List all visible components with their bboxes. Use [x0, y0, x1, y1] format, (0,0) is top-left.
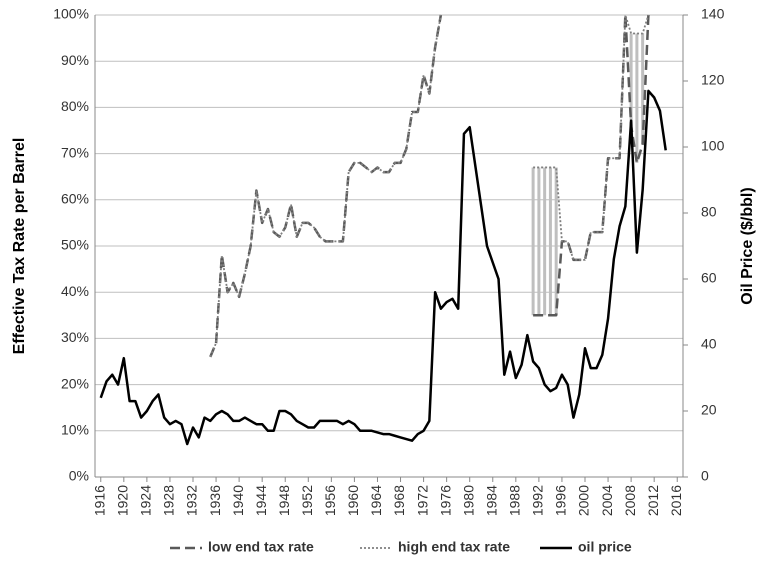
x-tick-label: 1920	[115, 485, 131, 516]
x-tick-label: 1936	[207, 485, 223, 516]
y-tick-label: 50%	[61, 237, 89, 253]
x-tick-label: 1992	[530, 485, 546, 516]
x-tick-label: 1980	[460, 485, 476, 516]
x-tick-label: 1964	[368, 485, 384, 516]
y-tick-label: 20%	[61, 375, 89, 391]
x-tick-label: 1976	[437, 485, 453, 516]
y-tick-label: 100%	[53, 6, 89, 22]
series-line	[209, 14, 650, 358]
x-tick-label: 1944	[253, 485, 269, 516]
y-axis-title: Effective Tax Rate per Barrel	[11, 138, 28, 355]
y2-tick-label: 100	[701, 138, 725, 154]
x-tick-label: 1984	[483, 485, 499, 516]
x-tick-label: 2000	[576, 485, 592, 516]
y-tick-label: 10%	[61, 422, 89, 438]
x-tick-label: 1948	[276, 485, 292, 516]
y-tick-label: 0%	[69, 468, 89, 484]
y-tick-label: 60%	[61, 191, 89, 207]
x-tick-label: 2008	[622, 485, 638, 516]
legend-label: low end tax rate	[208, 539, 314, 555]
x-tick-label: 1924	[138, 485, 154, 516]
x-tick-label: 1940	[230, 485, 246, 516]
y2-tick-label: 60	[701, 270, 717, 286]
x-tick-label: 1988	[507, 485, 523, 516]
y-tick-label: 70%	[61, 144, 89, 160]
y2-tick-label: 20	[701, 402, 717, 418]
x-tick-label: 1916	[91, 485, 107, 516]
y-tick-label: 30%	[61, 329, 89, 345]
x-tick-label: 1952	[299, 485, 315, 516]
x-tick-label: 1932	[184, 485, 200, 516]
x-tick-label: 1928	[161, 485, 177, 516]
legend-label: high end tax rate	[398, 539, 510, 555]
x-tick-label: 1968	[391, 485, 407, 516]
y-tick-label: 40%	[61, 283, 89, 299]
y2-tick-label: 40	[701, 336, 717, 352]
y2-tick-label: 120	[701, 72, 725, 88]
x-tick-label: 1956	[322, 485, 338, 516]
y2-axis-title: Oil Price ($/bbl)	[739, 187, 756, 304]
y-tick-label: 90%	[61, 52, 89, 68]
y2-tick-label: 80	[701, 204, 717, 220]
x-tick-label: 1960	[345, 485, 361, 516]
x-tick-label: 1972	[414, 485, 430, 516]
x-tick-label: 2012	[645, 485, 661, 516]
legend-label: oil price	[578, 539, 632, 555]
x-tick-label: 2016	[668, 485, 684, 516]
x-tick-label: 2004	[599, 485, 615, 516]
y-tick-label: 80%	[61, 98, 89, 114]
series-line	[209, 13, 650, 358]
y2-tick-label: 0	[701, 468, 709, 484]
y2-tick-label: 140	[701, 6, 725, 22]
x-tick-label: 1996	[553, 485, 569, 516]
series-line	[99, 89, 667, 446]
